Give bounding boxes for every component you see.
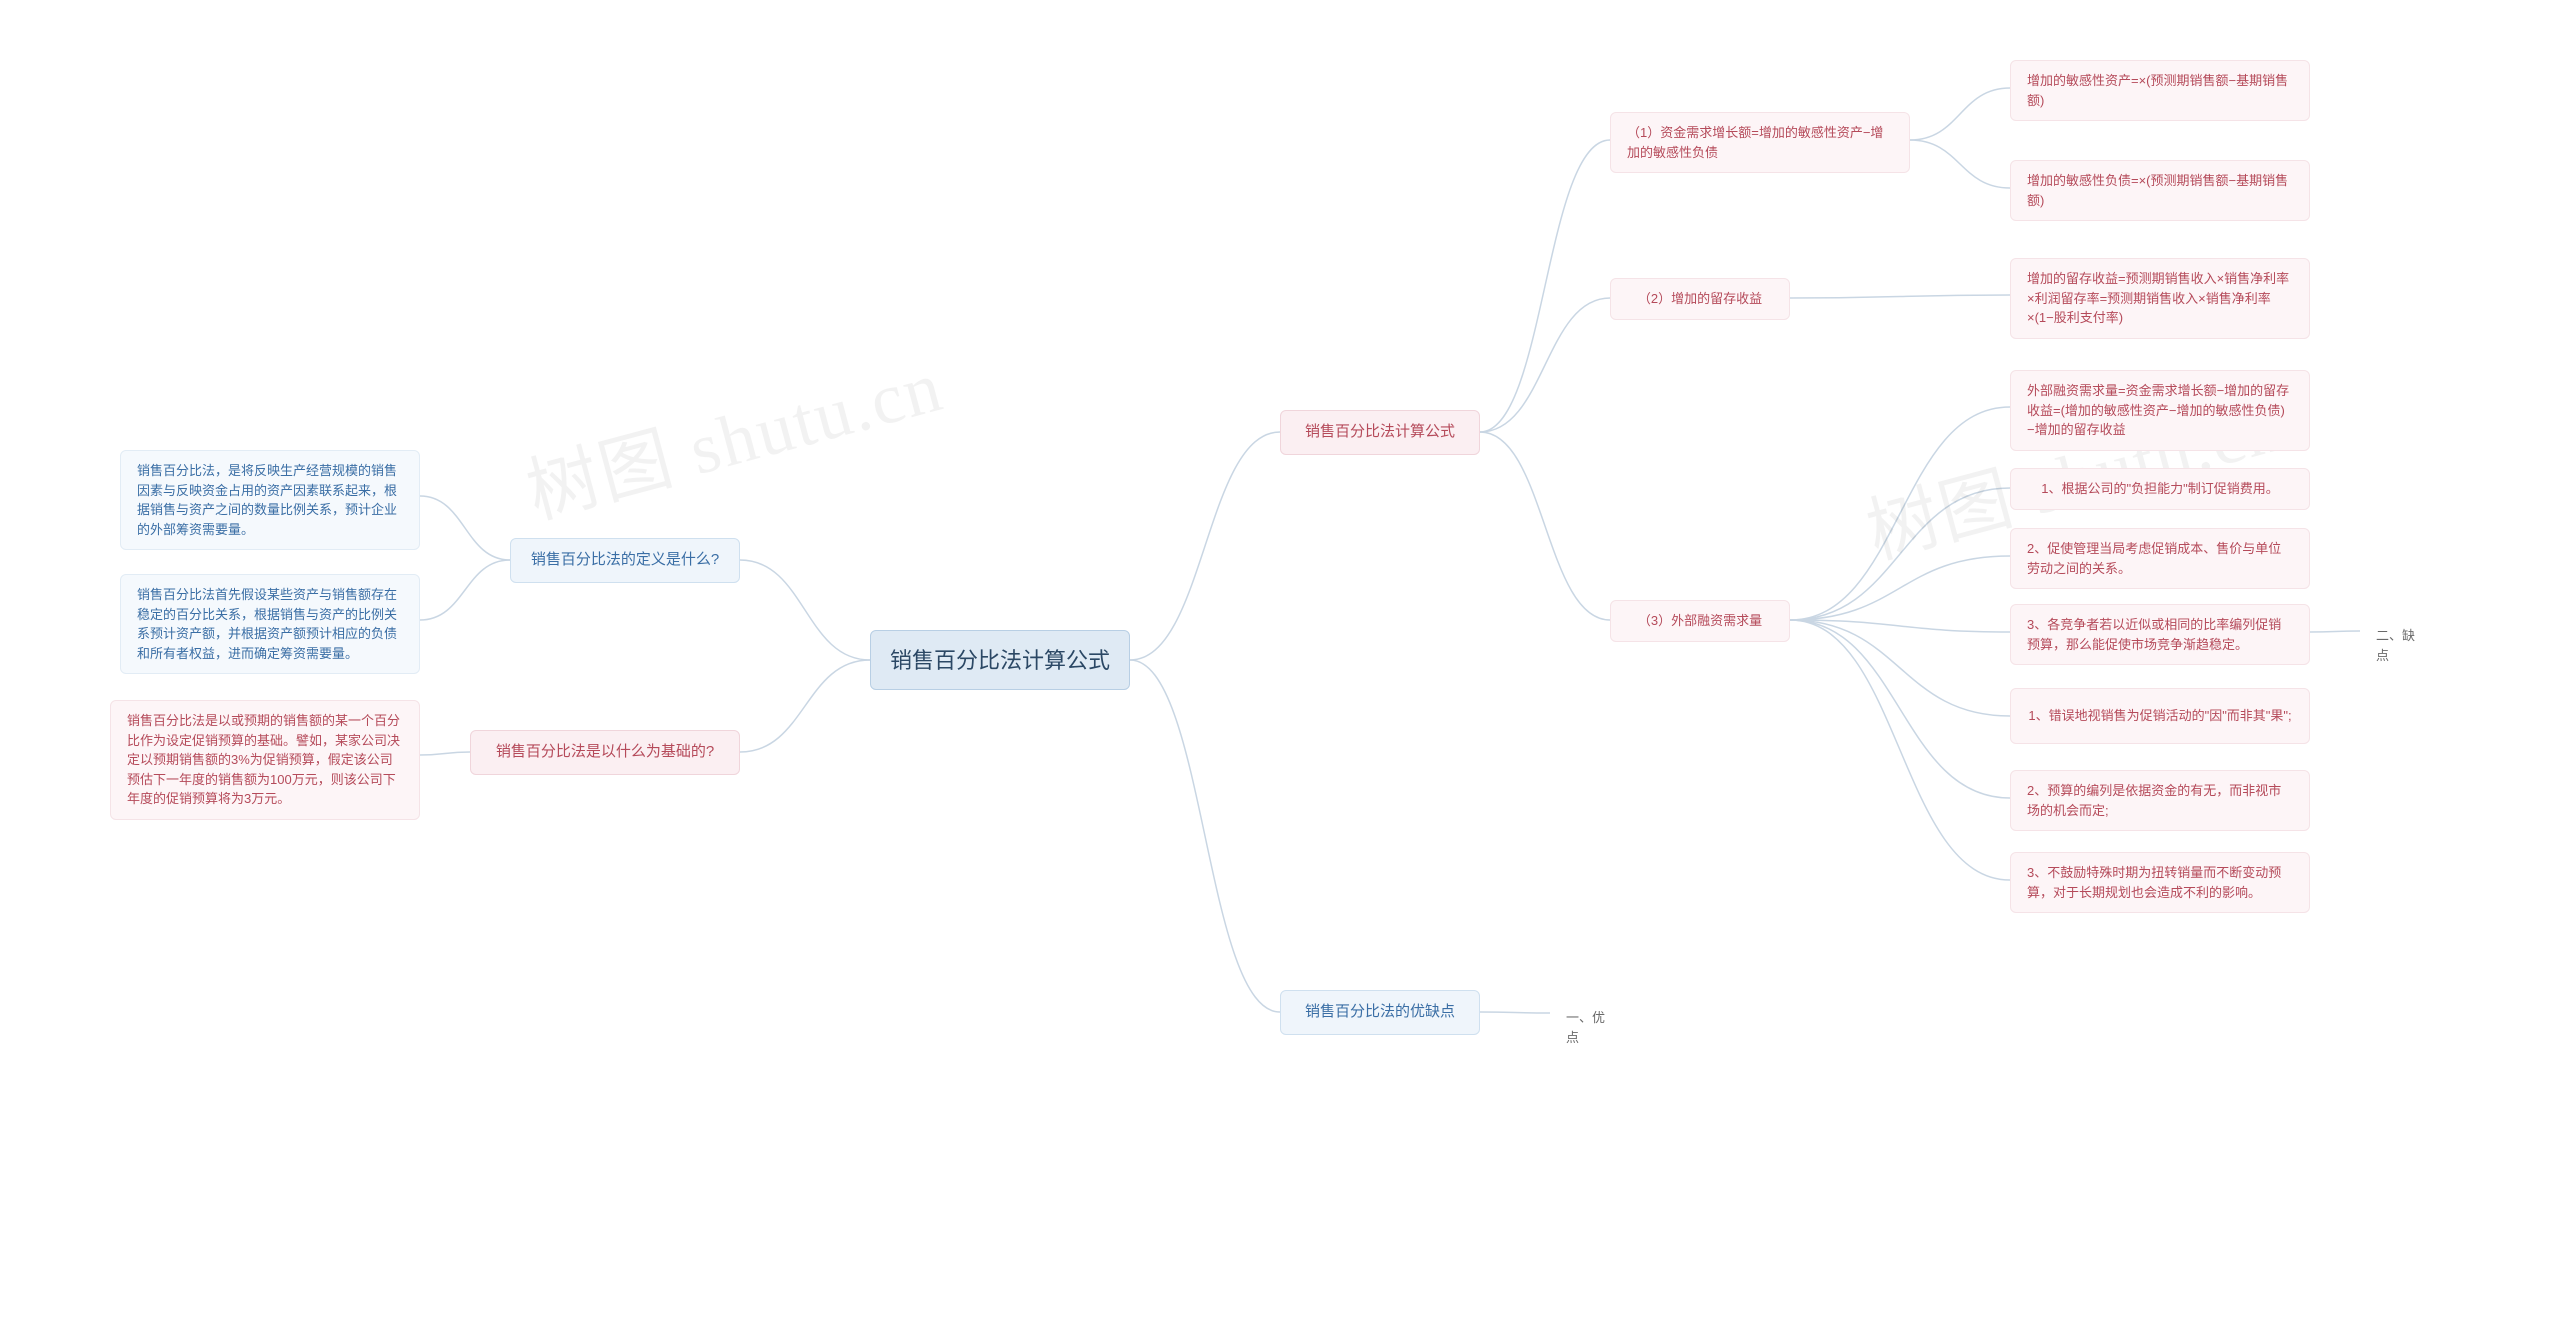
edge — [1910, 88, 2010, 140]
node-r1b: （2）增加的留存收益 — [1610, 278, 1790, 320]
node-r1b1: 增加的留存收益=预测期销售收入×销售净利率×利润留存率=预测期销售收入×销售净利… — [2010, 258, 2310, 339]
node-r1c1: 外部融资需求量=资金需求增长额−增加的留存收益=(增加的敏感性资产−增加的敏感性… — [2010, 370, 2310, 451]
edge — [1790, 556, 2010, 620]
edge — [420, 752, 470, 755]
node-r1c3: 2、促使管理当局考虑促销成本、售价与单位劳动之间的关系。 — [2010, 528, 2310, 589]
watermark: 树图 shutu.cn — [514, 327, 953, 539]
edge — [1130, 660, 1280, 1012]
edge — [1790, 620, 2010, 716]
node-r1c: （3）外部融资需求量 — [1610, 600, 1790, 642]
node-r1c4side: 二、缺点 — [2360, 616, 2440, 675]
node-r2: 销售百分比法的优缺点 — [1280, 990, 1480, 1035]
edge — [740, 660, 870, 752]
edge — [1790, 620, 2010, 632]
edge — [420, 560, 510, 620]
edge — [1790, 295, 2010, 298]
edge — [2310, 631, 2360, 632]
node-l1: 销售百分比法的定义是什么? — [510, 538, 740, 583]
node-r1a: （1）资金需求增长额=增加的敏感性资产−增加的敏感性负债 — [1610, 112, 1910, 173]
edge — [1480, 1012, 1550, 1013]
edge — [1910, 140, 2010, 188]
node-r1a2: 增加的敏感性负债=×(预测期销售额−基期销售额) — [2010, 160, 2310, 221]
node-r1c4: 3、各竞争者若以近似或相同的比率编列促销预算，那么能促使市场竞争渐趋稳定。 — [2010, 604, 2310, 665]
edge — [1790, 488, 2010, 620]
node-r1c2: 1、根据公司的"负担能力"制订促销费用。 — [2010, 468, 2310, 510]
node-l2: 销售百分比法是以什么为基础的? — [470, 730, 740, 775]
node-l1b: 销售百分比法首先假设某些资产与销售额存在稳定的百分比关系，根据销售与资产的比例关… — [120, 574, 420, 674]
node-r1a1: 增加的敏感性资产=×(预测期销售额−基期销售额) — [2010, 60, 2310, 121]
node-r1c5: 1、错误地视销售为促销活动的"因"而非其"果"; — [2010, 688, 2310, 744]
edge — [1130, 432, 1280, 660]
node-r1c6: 2、预算的编列是依据资金的有无，而非视市场的机会而定; — [2010, 770, 2310, 831]
node-r1c7: 3、不鼓励特殊时期为扭转销量而不断变动预算，对于长期规划也会造成不利的影响。 — [2010, 852, 2310, 913]
edge — [740, 560, 870, 660]
edge — [1790, 620, 2010, 798]
node-l1a: 销售百分比法，是将反映生产经营规模的销售因素与反映资金占用的资产因素联系起来，根… — [120, 450, 420, 550]
edge — [1480, 140, 1610, 432]
edge — [1480, 432, 1610, 620]
edge — [420, 496, 510, 560]
edge — [1790, 407, 2010, 620]
node-l2a: 销售百分比法是以或预期的销售额的某一个百分比作为设定促销预算的基础。譬如，某家公… — [110, 700, 420, 820]
node-r2a: 一、优点 — [1550, 998, 1630, 1057]
edge — [1790, 620, 2010, 880]
node-r1: 销售百分比法计算公式 — [1280, 410, 1480, 455]
edge — [1480, 298, 1610, 432]
node-root: 销售百分比法计算公式 — [870, 630, 1130, 690]
